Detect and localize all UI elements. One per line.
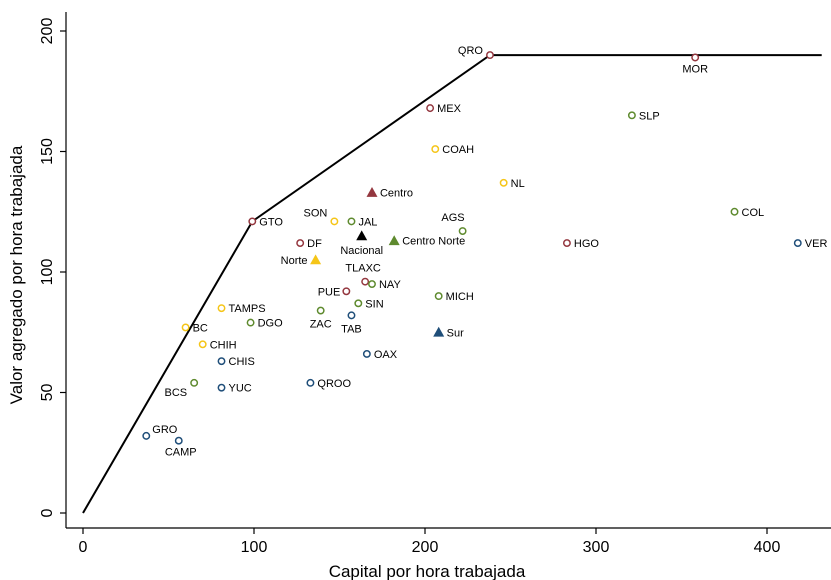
state-label-mex: MEX — [437, 103, 462, 115]
state-label-dgo: DGO — [258, 318, 284, 330]
state-point-hgo — [562, 239, 571, 248]
state-label-ver: VER — [805, 238, 828, 250]
state-label-gto: GTO — [259, 216, 283, 228]
state-label-qroo: QROO — [317, 378, 351, 390]
frontier-layer — [82, 54, 822, 514]
x-tick-label: 400 — [754, 539, 781, 556]
state-point-mor — [691, 53, 700, 62]
frontier-line — [82, 54, 822, 514]
state-point-nay — [368, 280, 376, 288]
state-label-nay: NAY — [379, 279, 401, 291]
x-axis-title: Capital por hora trabajada — [329, 562, 526, 580]
region-point-centro-norte — [388, 235, 400, 246]
state-point-camp — [174, 436, 183, 445]
x-tick-label: 0 — [79, 539, 88, 556]
state-point-bcs — [190, 378, 199, 387]
state-label-jal: JAL — [358, 216, 377, 228]
state-label-tlaxc: TLAXC — [345, 263, 381, 275]
region-point-norte — [310, 254, 322, 265]
points-layer — [142, 51, 802, 445]
state-label-col: COL — [742, 207, 765, 219]
region-point-centro — [366, 187, 378, 197]
x-tick-label: 200 — [412, 539, 439, 556]
region-label-norte: Norte — [281, 255, 308, 267]
state-point-ags — [458, 227, 467, 235]
region-label-centro-norte: Centro Norte — [402, 236, 465, 248]
state-point-df — [296, 239, 305, 248]
state-label-chis: CHIS — [229, 356, 255, 368]
state-label-pue: PUE — [318, 286, 341, 298]
state-point-zac — [316, 306, 325, 315]
x-tick-label: 300 — [583, 539, 610, 556]
region-point-nacional — [356, 230, 368, 241]
axes: 0 100 200 300 400 0 50 100 150 200 — [39, 12, 831, 556]
state-point-nl — [499, 178, 508, 187]
region-point-sur — [433, 326, 445, 337]
state-point-chih — [198, 340, 207, 349]
state-label-tab: TAB — [341, 323, 362, 335]
state-label-df: DF — [307, 238, 322, 250]
region-label-sur: Sur — [447, 327, 464, 339]
state-label-tamps: TAMPS — [229, 303, 266, 315]
state-point-tab — [347, 311, 356, 320]
state-point-yuc — [217, 383, 226, 392]
state-point-ver — [793, 239, 802, 248]
state-label-camp: CAMP — [165, 447, 197, 459]
state-point-slp — [627, 111, 636, 120]
state-point-pue — [342, 287, 351, 296]
state-label-chih: CHIH — [210, 339, 237, 351]
state-point-bc — [181, 323, 190, 332]
labels-layer: QRO MOR MEX SLP COAH NL COL GTO SON JAL AGS DF HGO VE… — [152, 45, 827, 459]
state-label-qro: QRO — [458, 45, 484, 57]
state-point-chis — [217, 357, 226, 366]
y-tick-label: 0 — [39, 508, 56, 517]
state-label-zac: ZAC — [310, 319, 332, 331]
state-label-coah: COAH — [442, 144, 474, 156]
state-point-qro — [486, 51, 494, 60]
state-point-mex — [426, 104, 435, 113]
y-tick-label: 200 — [39, 18, 56, 45]
state-point-qroo — [306, 378, 315, 387]
y-tick-label: 100 — [39, 259, 56, 286]
state-label-slp: SLP — [639, 110, 660, 122]
state-label-bcs: BCS — [165, 387, 188, 399]
state-point-coah — [431, 145, 440, 154]
state-point-gto — [248, 217, 257, 226]
state-label-nl: NL — [511, 178, 525, 190]
state-label-gro: GRO — [152, 424, 178, 436]
state-label-bc: BC — [193, 322, 208, 334]
state-point-gro — [142, 431, 151, 440]
state-label-ags: AGS — [441, 212, 464, 224]
region-label-nacional: Nacional — [340, 245, 383, 257]
state-label-yuc: YUC — [229, 383, 252, 395]
state-label-oax: OAX — [374, 349, 398, 361]
state-point-tamps — [217, 304, 226, 313]
state-label-hgo: HGO — [574, 238, 600, 250]
y-tick-label: 50 — [39, 384, 56, 402]
state-point-oax — [362, 349, 371, 358]
state-point-mich — [434, 292, 443, 301]
state-point-dgo — [246, 318, 255, 327]
state-point-col — [730, 207, 739, 216]
state-point-tlaxc — [361, 277, 370, 286]
y-axis-title: Valor agregado por hora trabajada — [7, 145, 26, 404]
y-tick-label: 150 — [39, 138, 56, 165]
state-label-son: SON — [304, 207, 328, 219]
x-tick-label: 100 — [241, 539, 268, 556]
state-label-mich: MICH — [446, 291, 474, 303]
state-point-son — [330, 217, 339, 226]
state-label-sin: SIN — [365, 298, 383, 310]
state-point-jal — [347, 217, 356, 226]
state-label-mor: MOR — [682, 64, 708, 76]
region-label-centro: Centro — [380, 187, 413, 199]
state-point-sin — [354, 299, 363, 308]
